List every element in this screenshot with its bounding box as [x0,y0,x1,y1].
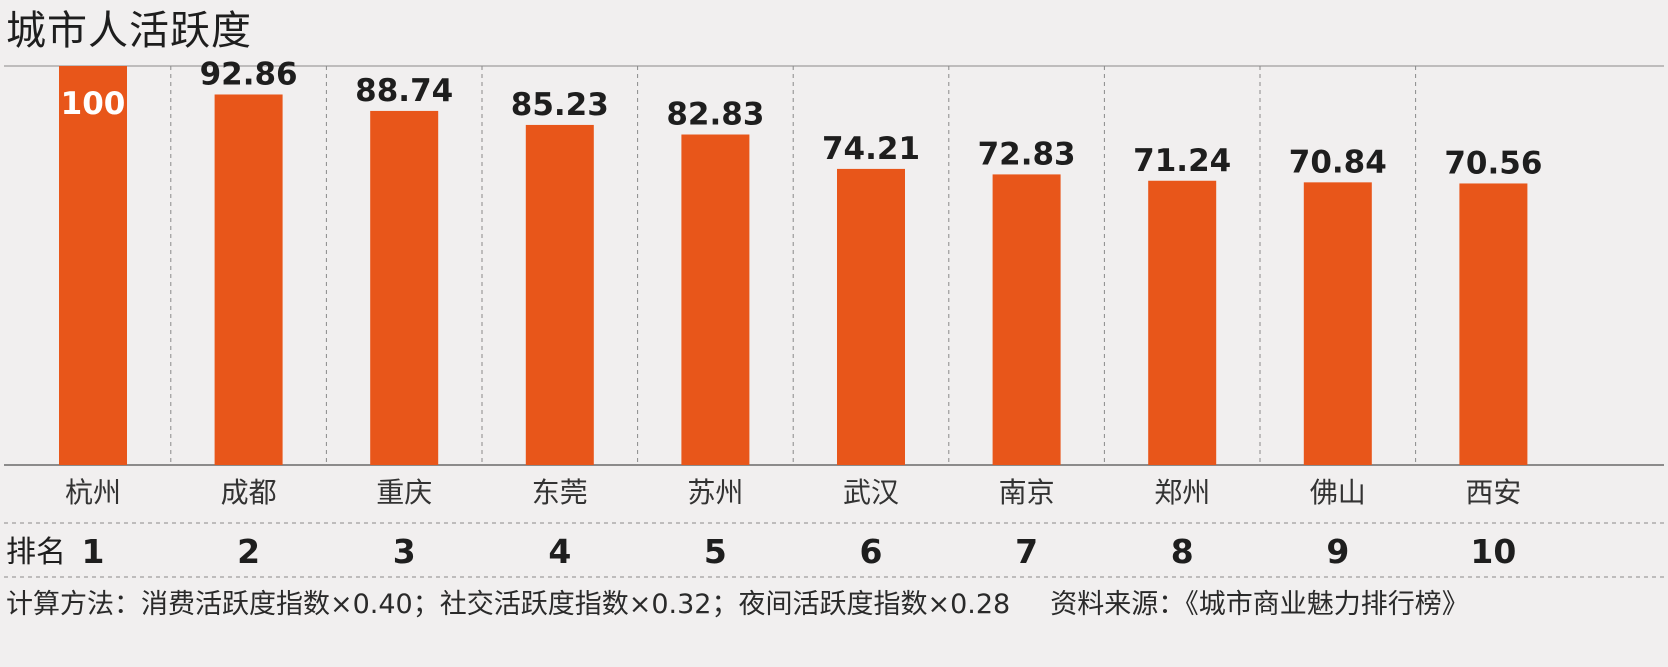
bar-5 [681,134,750,465]
bar-2 [214,94,283,466]
bar-value-label: 88.74 [355,73,453,109]
bar-value-label: 100 [61,86,126,122]
rank-number: 6 [860,532,883,571]
rank-number: 2 [237,532,260,571]
bar-value-label: 72.83 [978,136,1076,172]
category-label: 苏州 [687,476,743,509]
bar-value-label: 71.24 [1133,143,1231,179]
category-label: 西安 [1465,476,1521,509]
bar-1 [59,66,127,465]
bar-6 [837,168,905,465]
bar-value-label: 82.83 [666,97,764,133]
rank-number: 9 [1326,532,1349,571]
rank-number: 1 [82,532,105,571]
category-label: 郑州 [1154,476,1210,509]
bar-10 [1459,183,1528,465]
category-label: 武汉 [843,476,899,509]
bar-value-label: 70.84 [1289,144,1387,180]
bar-value-label: 92.86 [200,56,298,92]
bar-8 [1148,180,1217,466]
rank-row-label: 排名 [6,535,66,570]
data-source-note: 资料来源：《城市商业魅力排行榜》 [1050,589,1469,620]
category-label: 南京 [999,476,1055,509]
bar-value-label: 74.21 [822,131,920,167]
bar-value-label: 85.23 [511,87,609,123]
footnote: 计算方法：消费活跃度指数×0.40；社交活跃度指数×0.32；夜间活跃度指数×0… [6,582,1662,628]
bar-value-label: 70.56 [1444,145,1542,181]
category-label: 杭州 [65,476,121,509]
rank-number: 3 [393,532,416,571]
category-label: 佛山 [1310,476,1366,509]
category-label: 成都 [221,476,277,509]
bar-4 [525,124,594,465]
rank-number: 10 [1470,532,1516,571]
rank-number: 7 [1015,532,1038,571]
rank-number: 4 [548,532,571,571]
bar-9 [1303,182,1372,466]
bar-7 [992,174,1061,465]
bar-3 [370,110,439,465]
rank-number: 8 [1171,532,1194,571]
chart-title: 城市人活跃度 [6,8,252,54]
rank-number: 5 [704,532,727,571]
category-label: 重庆 [376,476,432,509]
category-label: 东莞 [532,476,588,509]
calculation-method-note: 计算方法：消费活跃度指数×0.40；社交活跃度指数×0.32；夜间活跃度指数×0… [6,589,1011,620]
